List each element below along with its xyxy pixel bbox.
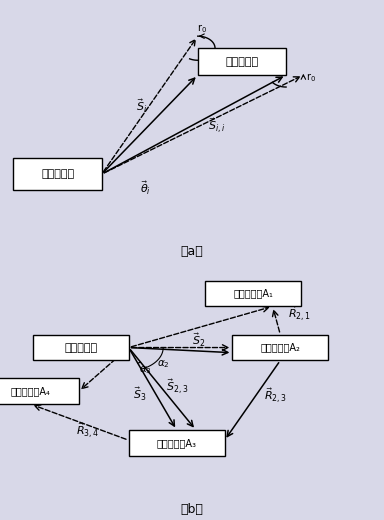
Text: 移动机器人: 移动机器人 — [41, 169, 74, 179]
Text: $\alpha_2$: $\alpha_2$ — [157, 358, 170, 370]
Text: 附近障碍物A₂: 附近障碍物A₂ — [260, 343, 300, 353]
Bar — [232, 335, 328, 360]
Text: 附近障碍物: 附近障碍物 — [225, 57, 258, 67]
Bar — [198, 48, 286, 75]
Text: $\vec{S}_{2,3}$: $\vec{S}_{2,3}$ — [166, 378, 189, 396]
Text: $\vec{R}_{2,3}$: $\vec{R}_{2,3}$ — [264, 386, 287, 405]
Text: r$_0$: r$_0$ — [197, 22, 207, 35]
Text: $\vec{S}_2$: $\vec{S}_2$ — [192, 331, 205, 349]
Text: $\vec{R}_{2,1}$: $\vec{R}_{2,1}$ — [288, 304, 311, 323]
Bar — [13, 158, 102, 190]
Bar — [129, 430, 225, 456]
Text: 附近障碍物A₃: 附近障碍物A₃ — [157, 438, 197, 448]
Text: （b）: （b） — [180, 503, 204, 516]
Text: 附近障碍物A₄: 附近障碍物A₄ — [11, 386, 51, 396]
Text: $\alpha_3$: $\alpha_3$ — [139, 364, 152, 376]
Text: （a）: （a） — [180, 245, 204, 258]
Text: r$_0$: r$_0$ — [306, 71, 316, 84]
Bar — [205, 281, 301, 306]
Text: $\vec{S}_i$: $\vec{S}_i$ — [136, 97, 148, 115]
Text: $\vec{\theta}_i$: $\vec{\theta}_i$ — [140, 179, 151, 197]
Text: $\vec{R}_{3,4}$: $\vec{R}_{3,4}$ — [76, 421, 99, 440]
Text: $\vec{S}_{i,i}$: $\vec{S}_{i,i}$ — [208, 116, 226, 135]
Text: $\vec{S}_3$: $\vec{S}_3$ — [134, 385, 147, 403]
Bar — [0, 379, 79, 404]
Bar — [33, 335, 129, 360]
Text: 附近障碍物A₁: 附近障碍物A₁ — [233, 289, 273, 298]
Text: 移动机器人: 移动机器人 — [64, 343, 97, 353]
